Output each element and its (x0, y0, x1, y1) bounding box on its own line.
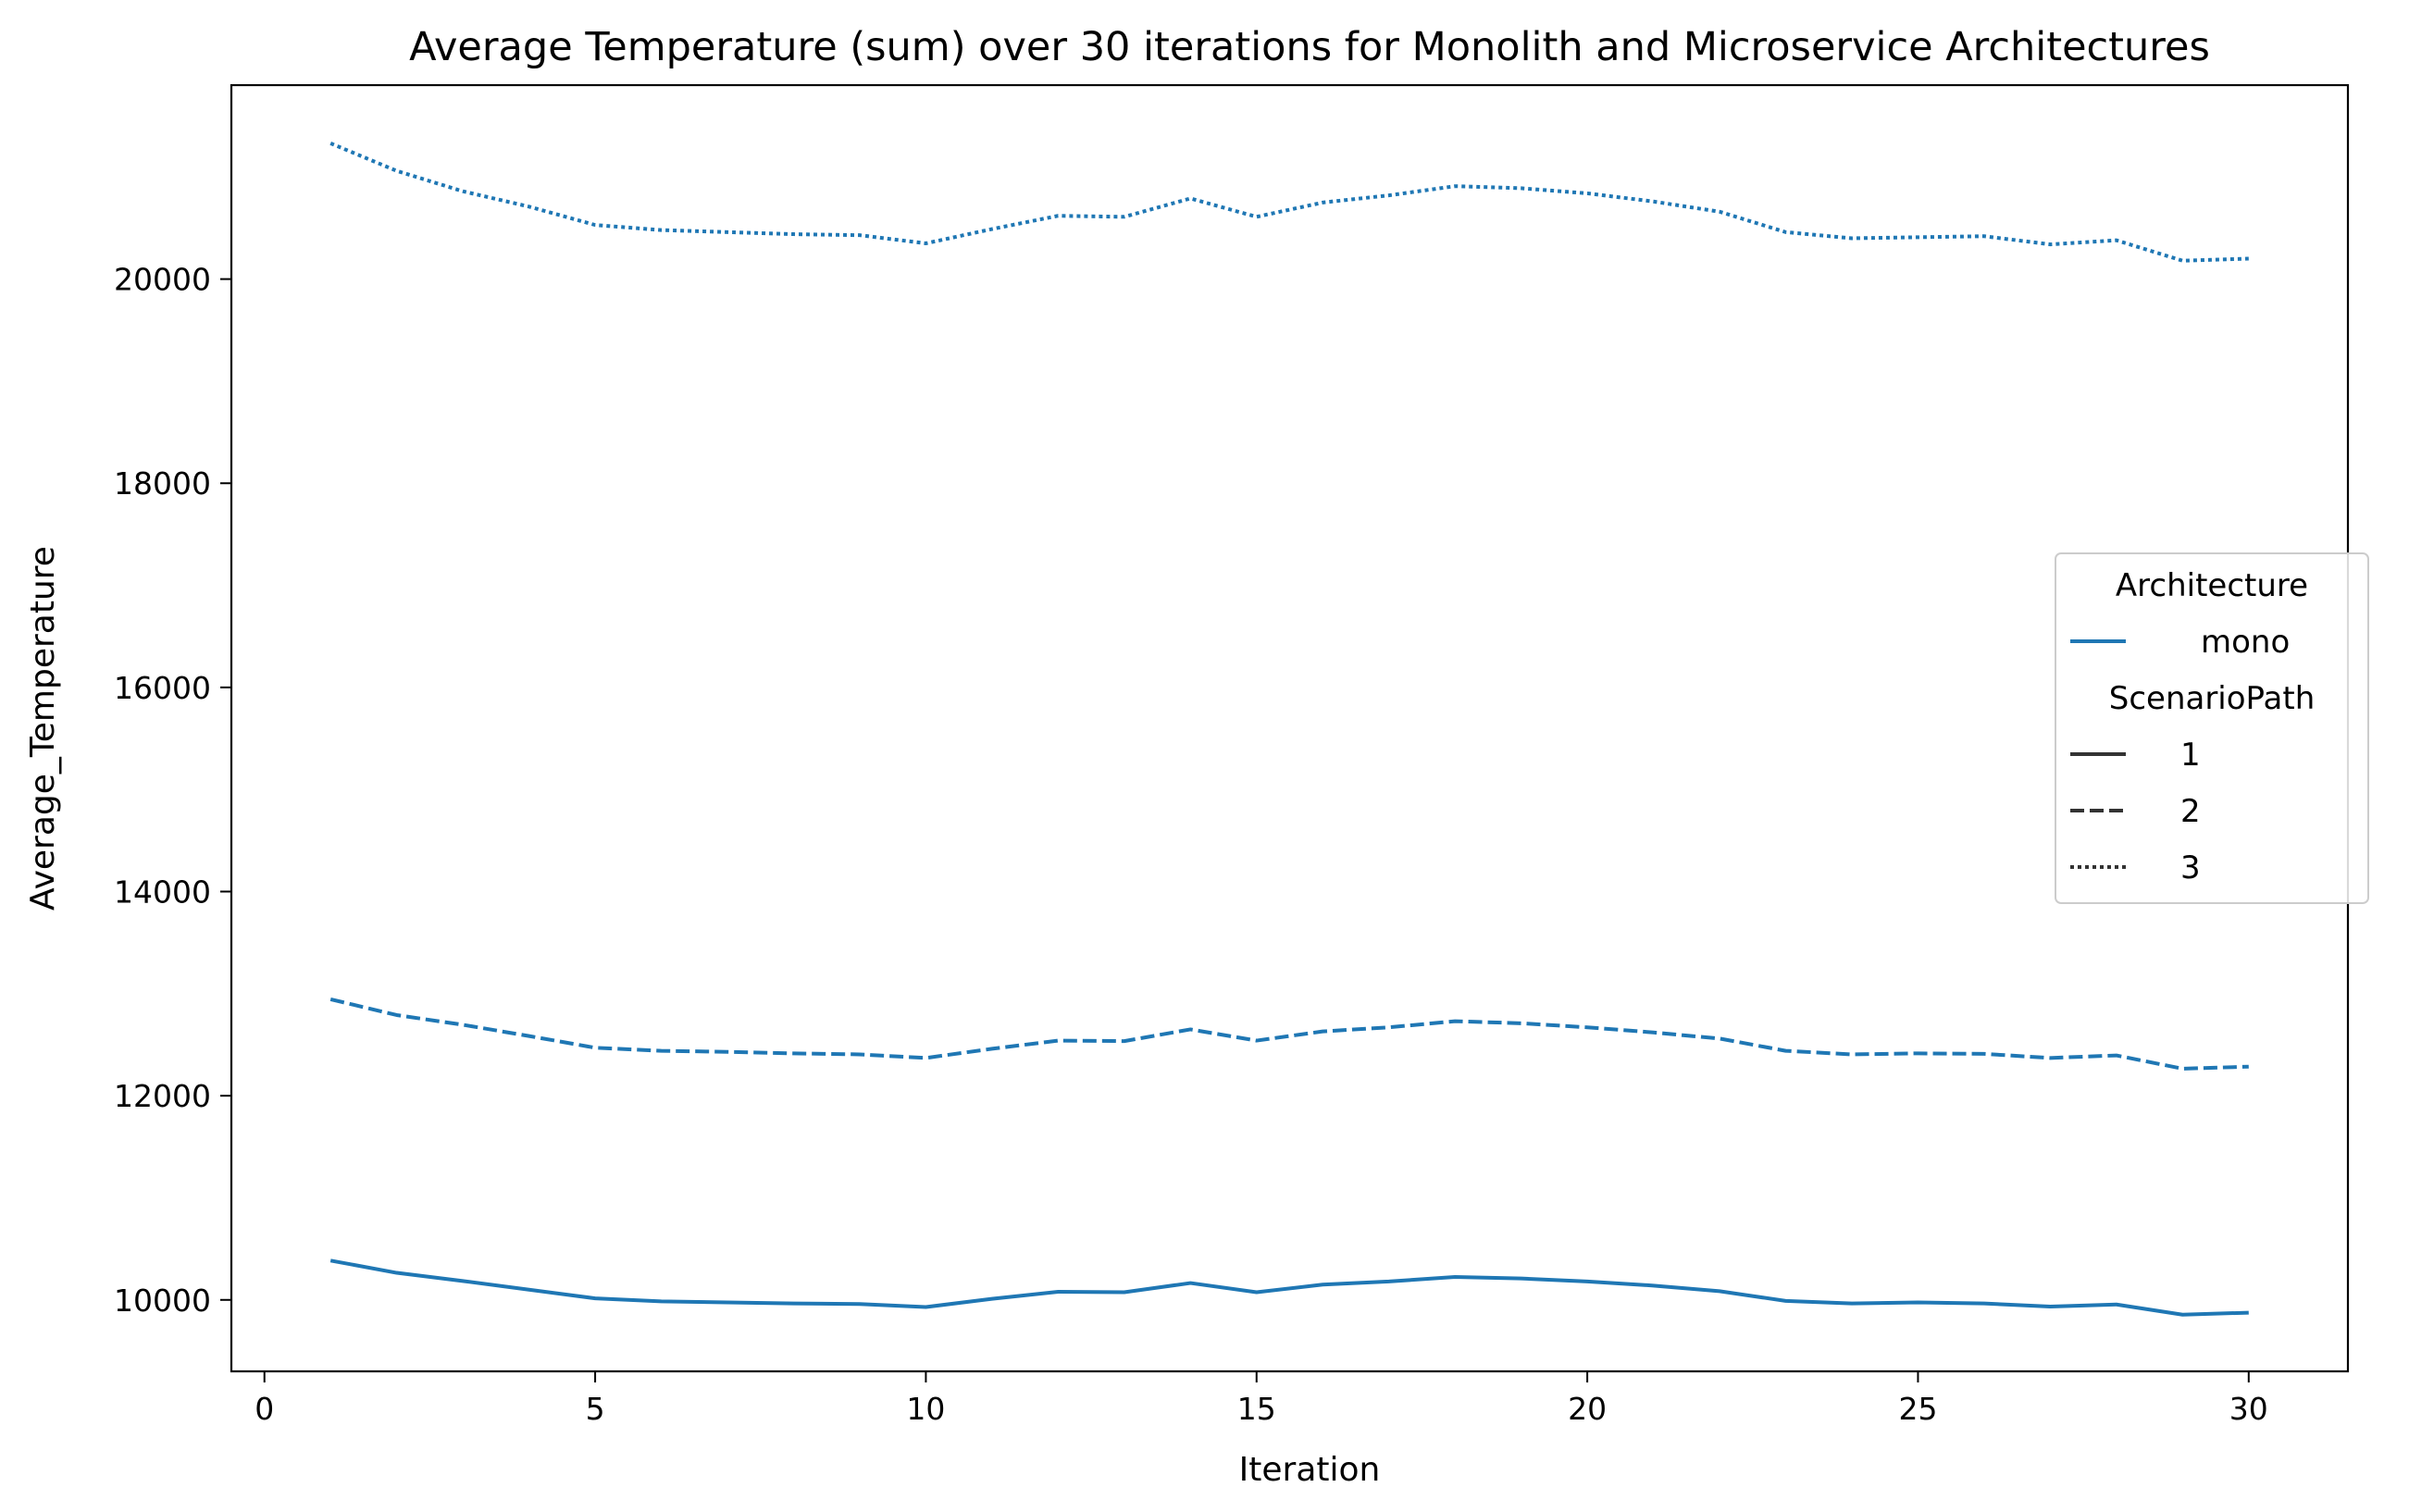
y-axis: 10000 12000 14000 16000 18000 20000 (114, 262, 231, 1319)
y-axis-title: Average_Temperature (24, 546, 62, 911)
y-tick-label: 20000 (114, 262, 211, 298)
legend-style-title: ScenarioPath (2109, 680, 2316, 717)
y-tick-label: 12000 (114, 1078, 211, 1114)
legend-scenario-1-label: 1 (2180, 737, 2201, 774)
x-tick-label: 0 (255, 1391, 274, 1427)
y-tick-label: 18000 (114, 465, 211, 502)
x-tick-label: 15 (1237, 1391, 1276, 1427)
legend: Architecture mono ScenarioPath 1 2 3 (2055, 552, 2369, 904)
legend-mono-label: mono (2201, 624, 2290, 661)
series-line-scenario-2 (329, 997, 2249, 1071)
legend-box (2055, 552, 2369, 904)
legend-scenario-3-label: 3 (2180, 849, 2201, 886)
x-tick-label: 10 (906, 1391, 945, 1427)
x-tick-label: 5 (586, 1391, 605, 1427)
y-tick-label: 16000 (114, 670, 211, 706)
series-layer (329, 142, 2249, 1317)
chart-title: Average Temperature (sum) over 30 iterat… (409, 24, 2210, 70)
legend-scenario-2-label: 2 (2180, 793, 2201, 830)
x-axis-title: Iteration (1239, 1451, 1381, 1489)
legend-hue-title: Architecture (2116, 567, 2308, 604)
x-tick-label: 25 (1898, 1391, 1937, 1427)
x-tick-label: 20 (1568, 1391, 1607, 1427)
series-line-scenario-1 (329, 1258, 2249, 1317)
y-tick-label: 14000 (114, 874, 211, 911)
x-tick-label: 30 (2229, 1391, 2268, 1427)
y-tick-label: 10000 (114, 1283, 211, 1319)
x-axis: 0 5 10 15 20 25 30 (255, 1371, 2268, 1427)
